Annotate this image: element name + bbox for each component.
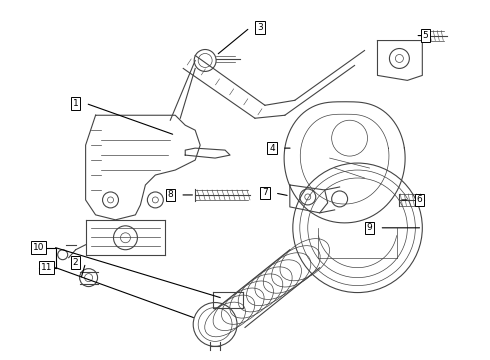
Text: 2: 2 [73,258,78,267]
Text: 8: 8 [168,190,173,199]
Text: 1: 1 [73,99,78,108]
Text: 5: 5 [422,31,428,40]
Text: 7: 7 [262,188,268,197]
Text: 6: 6 [416,195,422,204]
Text: 9: 9 [367,223,372,232]
Text: 4: 4 [269,144,275,153]
Text: 10: 10 [33,243,45,252]
Text: 3: 3 [257,23,263,32]
Text: 11: 11 [41,263,52,272]
